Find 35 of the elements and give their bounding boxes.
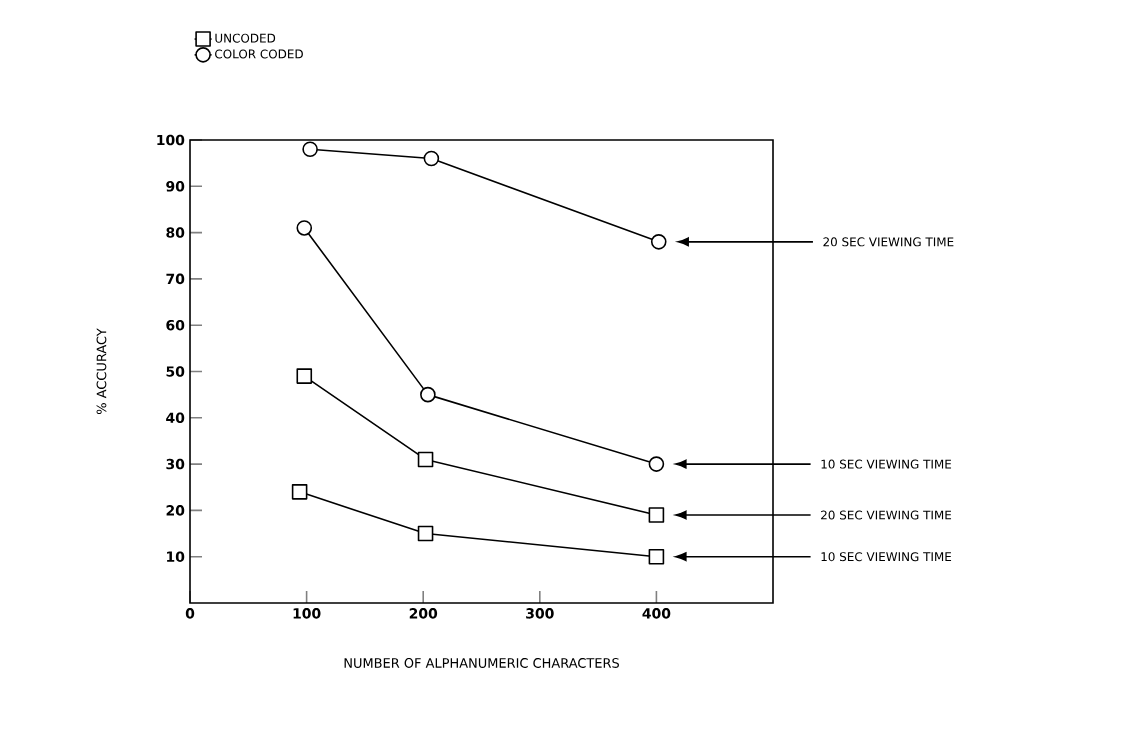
point	[648, 456, 665, 472]
x-tick-label: 300	[526, 608, 554, 619]
point	[650, 234, 667, 250]
y-tick-label: 100	[157, 134, 185, 146]
point	[420, 386, 436, 403]
y-axis-title: % ACCURACY	[96, 328, 107, 414]
point	[296, 368, 313, 384]
legend-label: COLOR CODED	[215, 49, 303, 59]
x-tick-label: 200	[409, 608, 438, 619]
y-tick-label: 30	[166, 458, 185, 470]
y-tick-label: 60	[166, 319, 185, 331]
y-tick-label: 80	[166, 227, 185, 238]
point	[648, 548, 665, 565]
point	[417, 525, 434, 542]
y-tick-label: 20	[166, 505, 185, 516]
point	[296, 220, 313, 236]
x-tick-label: 0	[185, 608, 195, 619]
text: 10 SEC VIEWING TIME	[821, 552, 952, 562]
point	[423, 150, 440, 167]
y-tick-label: 40	[166, 412, 185, 424]
point	[648, 507, 665, 523]
legend-label: UNCODED	[215, 33, 276, 43]
x-tick-label: 400	[642, 608, 671, 619]
text: 20 SEC VIEWING TIME	[821, 510, 952, 520]
point	[291, 484, 308, 500]
y-tick-label: 70	[166, 273, 185, 285]
text: 20 SEC VIEWING TIME	[823, 237, 954, 247]
point	[417, 451, 434, 468]
point	[302, 141, 318, 158]
y-tick-label: 90	[166, 181, 185, 192]
y-tick-label: 10	[167, 551, 185, 562]
y-tick-label: 50	[166, 366, 185, 377]
x-tick-label: 100	[293, 608, 321, 619]
x-axis-title: NUMBER OF ALPHANUMERIC CHARACTERS	[344, 658, 619, 668]
text: 10 SEC VIEWING TIME	[821, 459, 952, 469]
